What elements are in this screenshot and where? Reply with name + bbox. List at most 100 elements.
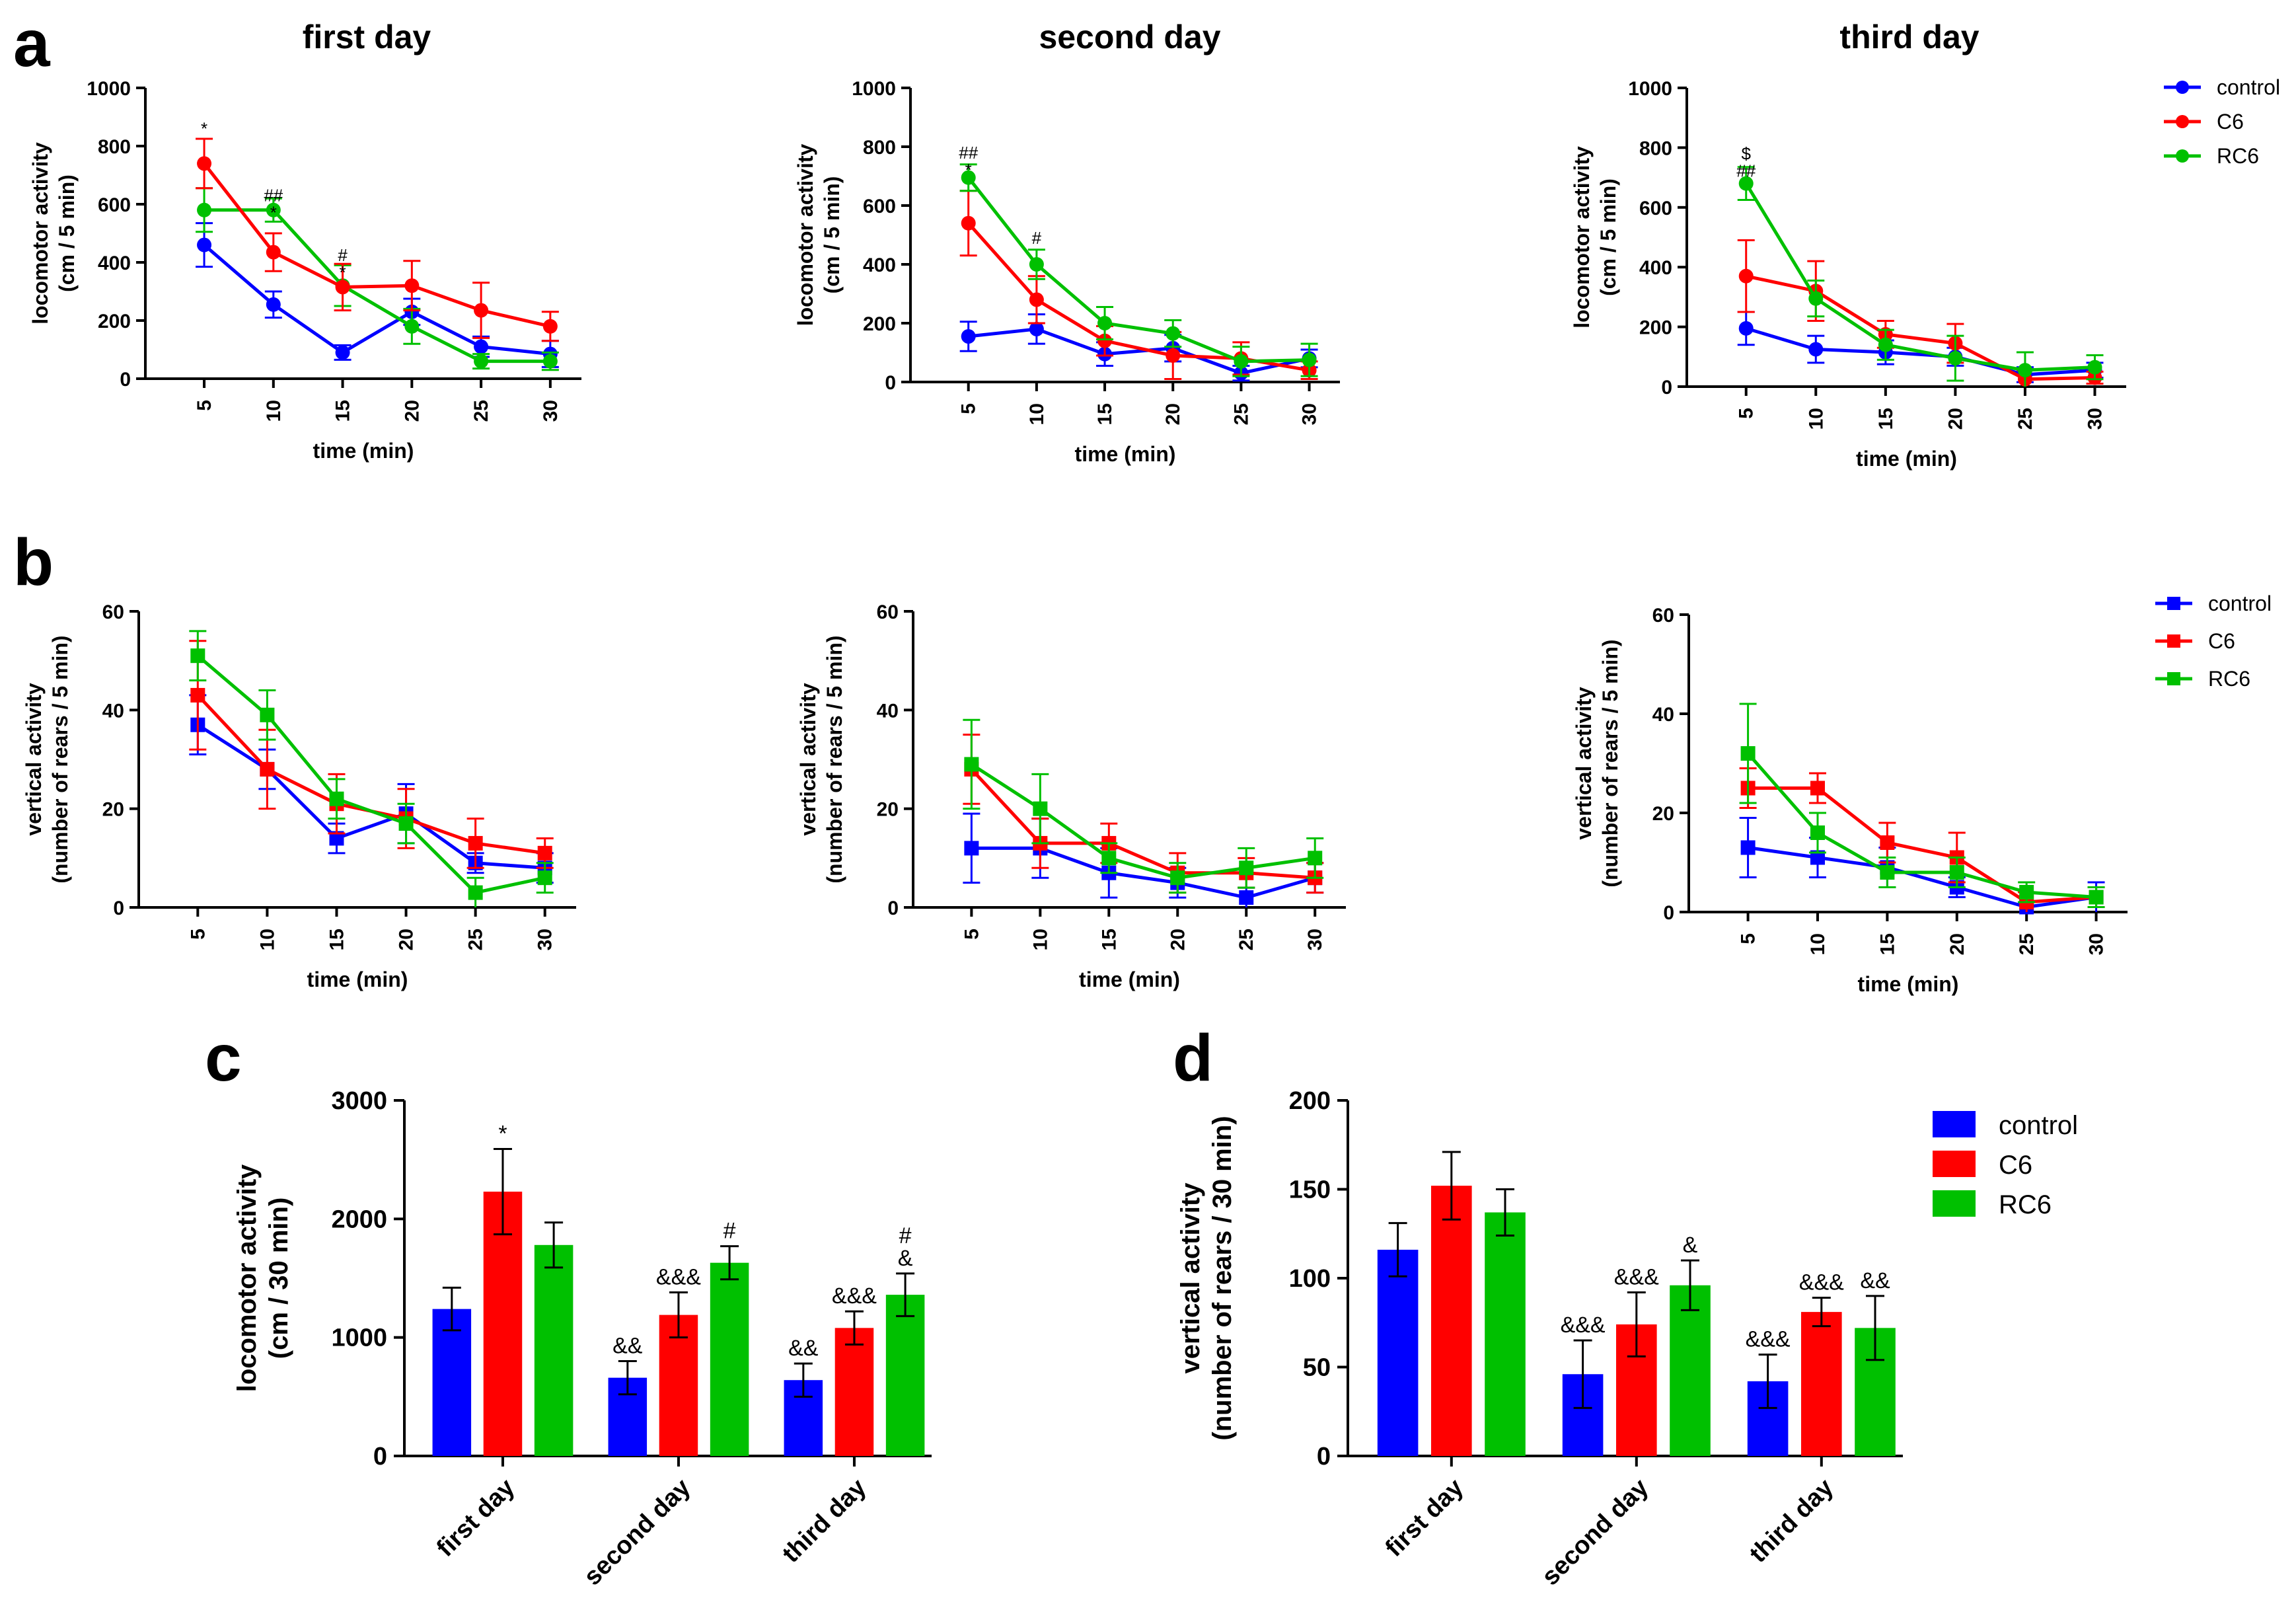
series-rc6 <box>1739 703 2105 908</box>
significance-mark: && <box>612 1334 643 1359</box>
y-tick-label: 1000 <box>331 1324 387 1352</box>
data-point <box>961 215 976 231</box>
y-axis-label: vertical activity (number of rears / 5 mi… <box>22 635 72 883</box>
data-point <box>1029 292 1044 307</box>
y-tick-label: 20 <box>102 799 124 821</box>
legends-layer: control C6 RC6 control C6 RC6 control C6 RC6 <box>1933 75 2280 1219</box>
data-point <box>1033 801 1048 816</box>
x-tick-label: 10 <box>1026 403 1048 425</box>
data-point <box>1170 870 1185 886</box>
data-point <box>964 757 979 772</box>
y-axis-label-line: vertical activity <box>796 683 820 835</box>
x-tick-label: 30 <box>1304 929 1326 950</box>
y-tick-label: 200 <box>1289 1087 1331 1115</box>
y-tick-label: 0 <box>113 897 124 919</box>
data-point <box>1740 840 1756 855</box>
series-control <box>432 1286 823 1456</box>
x-tick-label: 5 <box>1736 408 1758 419</box>
x-tick-label: 25 <box>1230 403 1252 425</box>
significance-mark: # <box>338 245 348 265</box>
data-point <box>1808 342 1824 357</box>
legend-label: control <box>1999 1111 2078 1140</box>
y-axis-label-line: (number of rears / 5 min) <box>48 635 72 883</box>
significance-mark: # <box>723 1219 736 1244</box>
series-c6 <box>1739 767 2105 912</box>
significance-mark: ## <box>1736 161 1756 180</box>
series-control <box>1377 1222 1789 1456</box>
x-tick-label: 10 <box>1805 408 1827 430</box>
data-point <box>474 303 489 318</box>
y-tick-label: 0 <box>1661 377 1672 399</box>
data-point <box>542 319 558 334</box>
data-point <box>329 831 344 846</box>
series-line <box>970 768 1315 880</box>
y-tick-label: 20 <box>877 799 899 821</box>
data-point <box>335 345 350 360</box>
data-point <box>1740 746 1756 761</box>
data-point <box>1166 348 1181 363</box>
legend-label: C6 <box>2208 629 2235 653</box>
series-control <box>1737 311 2104 383</box>
y-tick-label: 150 <box>1289 1176 1331 1204</box>
significance-mark: * <box>965 160 972 180</box>
x-axis-label: time (min) <box>307 968 408 991</box>
y-axis-label-line: vertical activity <box>22 683 46 835</box>
x-tick-label: 10 <box>1807 933 1829 955</box>
data-point <box>398 816 414 831</box>
x-tick-label: 5 <box>961 929 982 940</box>
data-point <box>329 791 344 806</box>
x-tick-label: 15 <box>1094 403 1116 425</box>
data-point <box>2087 360 2102 375</box>
series-control <box>196 222 559 368</box>
y-axis-label-line: (cm / 5 min) <box>820 176 844 294</box>
series-line <box>203 243 551 356</box>
legend-item-rc6: RC6 <box>2155 667 2250 691</box>
panel-letter-c: c <box>205 1021 242 1095</box>
bar <box>1377 1249 1419 1456</box>
legend-marker <box>2167 597 2180 610</box>
chart-b3: 0 20 40 60 5 10 15 20 25 30 time (min) vertical act… <box>1572 605 2128 996</box>
y-axis-label-line: vertical activity <box>1572 687 1596 839</box>
data-point <box>1810 825 1825 840</box>
x-tick-label: 20 <box>1162 403 1184 425</box>
data-point <box>468 885 483 900</box>
series-line <box>203 162 551 328</box>
data-point <box>190 687 205 703</box>
data-point <box>474 354 489 369</box>
y-axis-label-line: (number of rears / 30 min) <box>1208 1116 1237 1440</box>
significance-mark: &&& <box>1614 1265 1659 1290</box>
y-tick-label: 400 <box>98 252 131 274</box>
y-axis-label-line: (cm / 5 min) <box>55 174 79 292</box>
data-point <box>474 339 489 354</box>
x-tick-label: second day <box>579 1474 696 1591</box>
bar <box>710 1262 749 1456</box>
x-tick-label: 25 <box>2015 408 2036 430</box>
y-tick-label: 0 <box>885 372 896 394</box>
y-axis-label: locomotor activity (cm / 5 min) <box>1570 146 1620 328</box>
data-point <box>1738 268 1754 284</box>
data-point <box>1166 326 1181 341</box>
x-axis-label: time (min) <box>1858 972 1959 996</box>
series-line <box>1744 182 2095 372</box>
legend-top: control C6 RC6 <box>2164 75 2280 168</box>
y-tick-label: 200 <box>98 311 131 332</box>
y-tick-label: 1000 <box>1628 78 1672 100</box>
legend-label: control <box>2217 75 2280 99</box>
x-tick-label: 10 <box>263 400 285 422</box>
significance-mark: && <box>788 1336 819 1361</box>
y-axis-label-line: (cm / 5 min) <box>1596 178 1620 296</box>
series-line <box>971 846 1315 899</box>
y-tick-label: 40 <box>1652 704 1674 726</box>
y-axis-label: locomotor activity (cm / 5 min) <box>794 143 844 326</box>
x-tick-label: 15 <box>1098 929 1120 950</box>
y-axis-label-line: locomotor activity <box>28 142 52 325</box>
significance-mark: ## <box>264 186 283 206</box>
y-tick-label: 400 <box>863 254 896 276</box>
data-point <box>961 329 976 344</box>
data-point <box>1239 890 1254 905</box>
x-tick-label: 30 <box>535 929 556 950</box>
y-tick-label: 100 <box>1289 1265 1331 1293</box>
legend-middle: control C6 RC6 <box>2155 592 2272 691</box>
x-tick-label: 20 <box>1944 408 1966 430</box>
